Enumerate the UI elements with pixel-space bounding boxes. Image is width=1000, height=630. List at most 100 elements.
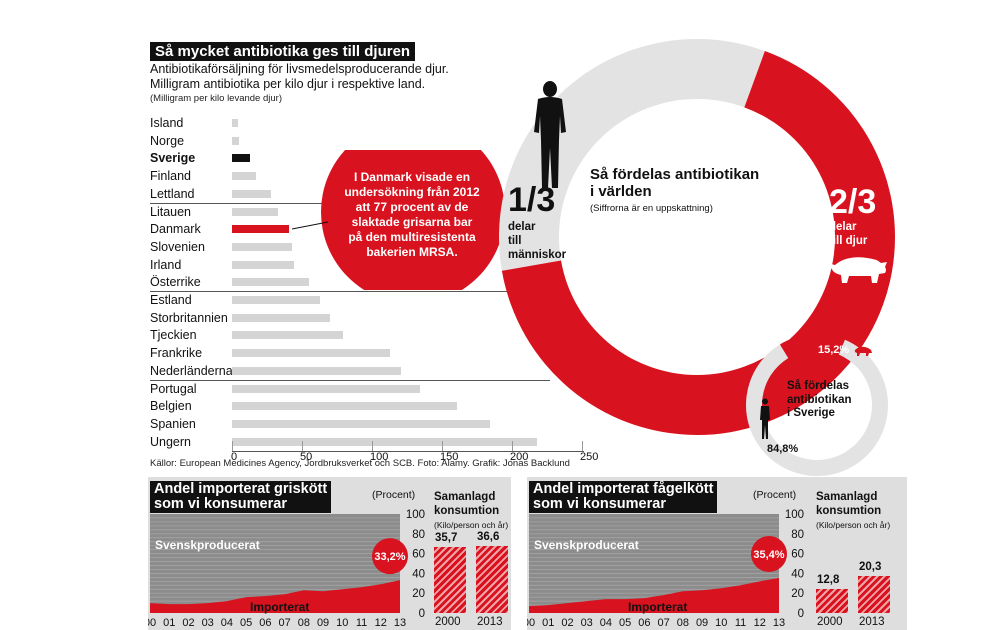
- x-tick-line: [582, 441, 583, 452]
- consumption-bar: [476, 545, 508, 613]
- world-donut-title-2: i världen: [590, 183, 652, 200]
- x-tick-line: [302, 441, 303, 452]
- x-tick-label: 12: [754, 617, 766, 629]
- pork-area-chart: 33,2% 0 20 40 60 80 100 00 01 02 03 04 05 06 07 08 09 10 1…: [148, 509, 425, 629]
- country-bar: [232, 384, 420, 393]
- x-tick-label: 13: [394, 617, 406, 629]
- callout-circle: [321, 150, 505, 290]
- x-tick-label: 08: [298, 617, 310, 629]
- sweden-donut: [746, 334, 888, 476]
- consumption-value: 35,7: [435, 532, 458, 545]
- y-tick-label: 80: [412, 529, 425, 541]
- world-animals-label: delar till djur: [829, 220, 867, 248]
- pork-domestic-label: Svenskproducerat: [155, 538, 260, 552]
- country-bar: [232, 296, 321, 304]
- x-tick-label: 06: [259, 617, 271, 629]
- country-bar: [232, 313, 330, 322]
- x-axis-line: [232, 451, 584, 453]
- x-tick-label: 00: [527, 617, 535, 629]
- sweden-title-3: i Sverige: [787, 407, 835, 419]
- human-icon: [534, 81, 566, 188]
- x-tick-label: 04: [600, 617, 612, 629]
- world-donut-slice-humans: [499, 38, 765, 271]
- country-bar: [232, 136, 239, 145]
- world-animals-fraction: 2/3: [829, 183, 877, 221]
- highlight-circle: [751, 535, 787, 572]
- callout-graphic: [291, 150, 505, 290]
- sweden-title-1: Så fördelas: [787, 380, 849, 392]
- country-label: Slovenien: [150, 239, 205, 254]
- world-humans-line-2: till: [508, 235, 522, 247]
- poultry-title: Andel importerat fågelkött som vi konsum…: [529, 481, 718, 513]
- country-bar: [232, 189, 272, 198]
- country-label: Danmark: [150, 222, 201, 237]
- country-label: Ungern: [150, 434, 191, 449]
- x-tick-label: 02: [182, 617, 194, 629]
- poultry-title-2: som vi konsumerar: [533, 496, 666, 512]
- y-tick-label: 40: [412, 568, 425, 580]
- x-tick-label: 08: [677, 617, 689, 629]
- world-humans-fraction: 1/3: [508, 181, 556, 219]
- x-tick-label: 50: [300, 451, 313, 464]
- x-tick-label: 12: [375, 617, 387, 629]
- country-bar: [232, 349, 391, 358]
- world-donut-title-1: Så fördelas antibiotikan: [590, 166, 760, 183]
- y-tick-label: 100: [406, 509, 425, 521]
- country-label: Lettland: [150, 186, 195, 201]
- x-tick-label: 07: [657, 617, 669, 629]
- country-bar: [232, 119, 238, 127]
- sweden-donut-title: Så fördelas antibiotikan i Sverige: [787, 380, 852, 421]
- poultry-consumption-title-2: konsumtion: [816, 505, 882, 517]
- x-tick-line: [442, 441, 443, 452]
- x-tick-label: 13: [773, 617, 785, 629]
- x-tick-label: 02: [561, 617, 573, 629]
- country-label: Estland: [150, 293, 192, 307]
- country-label: Portugal: [150, 381, 197, 396]
- subtitle-1: Antibiotikaförsäljning för livsmedelspro…: [150, 62, 449, 76]
- country-label: Spanien: [150, 416, 196, 431]
- consumption-bar: [434, 547, 466, 613]
- country-bar: [232, 260, 294, 269]
- country-label: Österrike: [150, 275, 201, 290]
- x-tick-label: 10: [336, 617, 348, 629]
- x-tick-label: 04: [221, 617, 233, 629]
- pork-title: Andel importerat griskött som vi konsume…: [150, 481, 332, 513]
- small-pig-icon: [854, 346, 872, 356]
- subtitle-2: Milligram antibiotika per kilo djur i re…: [150, 77, 426, 91]
- y-tick-label: 20: [791, 588, 804, 600]
- world-animals-line-1: delar: [829, 221, 857, 233]
- sweden-humans-label: 84,8%: [767, 443, 799, 455]
- country-label: Finland: [150, 169, 191, 184]
- callout-pointer: [291, 221, 329, 230]
- highlight-circle: [372, 538, 408, 575]
- consumption-value: 12,8: [817, 574, 840, 587]
- x-tick-label: 11: [356, 617, 367, 629]
- poultry-title-1: Andel importerat fågelkött: [533, 481, 714, 497]
- y-tick-label: 80: [791, 529, 804, 541]
- main-title: Så mycket antibiotika ges till djuren: [150, 42, 416, 61]
- country-label: Nederländerna: [150, 363, 233, 378]
- country-bar: [232, 402, 458, 411]
- country-label: Storbritannien: [150, 310, 228, 325]
- x-tick-label: 09: [317, 617, 329, 629]
- highlight-value: 35,4%: [753, 549, 784, 561]
- poultry-consumption-title-1: Samanlagd: [816, 491, 878, 503]
- source-text: Källor: European Medicines Agency, Jordb…: [150, 458, 570, 469]
- consumption-bar: [858, 575, 890, 613]
- country-label: Island: [150, 116, 184, 130]
- y-tick-label: 40: [791, 568, 804, 580]
- country-bar: [232, 207, 279, 216]
- consumption-year: 2013: [477, 616, 503, 628]
- poultry-area-chart: 35,4% 0 20 40 60 80 100 00 01 02 03 04 05 06 07 08 09 10 1…: [527, 509, 804, 629]
- x-tick-line: [232, 441, 233, 452]
- x-tick-label: 09: [696, 617, 708, 629]
- x-tick-label: 150: [440, 451, 459, 464]
- x-tick-label: 01: [542, 617, 554, 629]
- consumption-value: 36,6: [477, 530, 500, 543]
- country-bar: [232, 172, 256, 181]
- country-label: Belgien: [150, 399, 192, 414]
- group-divider: [150, 291, 550, 293]
- country-label: Sverige: [150, 151, 196, 166]
- y-tick-label: 0: [798, 608, 804, 620]
- consumption-year: 2013: [859, 616, 885, 628]
